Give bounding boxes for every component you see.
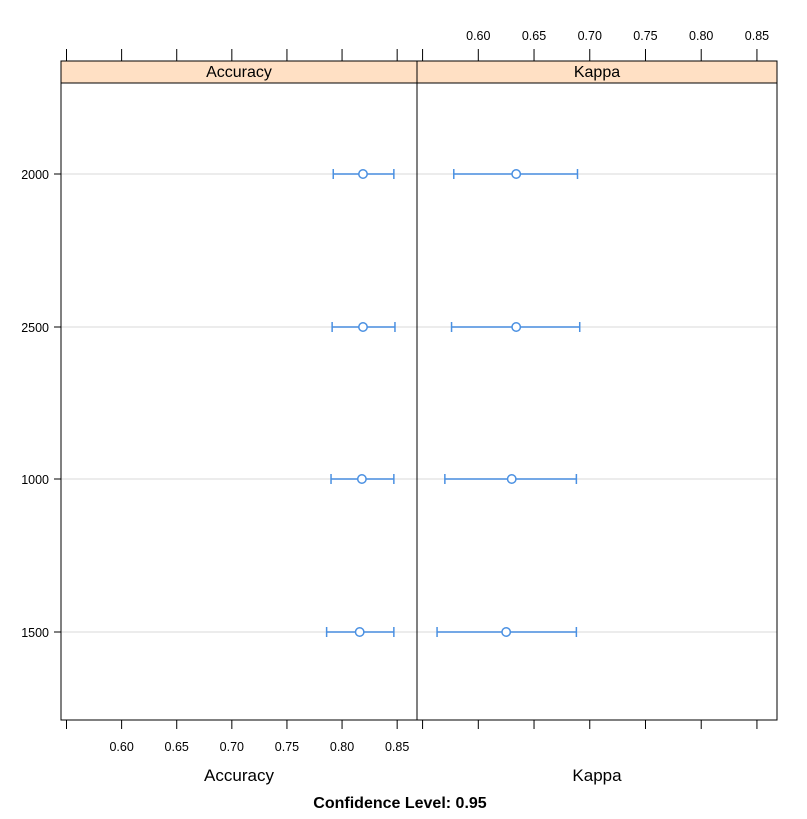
panels-layer — [60, 60, 778, 721]
top-tick-label-kappa-0.75: 0.75 — [633, 29, 657, 43]
point-accuracy-2500 — [358, 322, 368, 332]
point-accuracy-1000 — [356, 474, 367, 484]
bottom-tick-label-accuracy-0.60: 0.60 — [109, 740, 133, 754]
point-kappa-2000 — [511, 169, 522, 179]
x-axis-title-kappa: Kappa — [572, 766, 622, 785]
point-kappa-1000 — [506, 474, 517, 484]
panel-frame-accuracy — [60, 60, 418, 721]
bottom-tick-label-accuracy-0.80: 0.80 — [330, 740, 354, 754]
interval-kappa-2500 — [450, 322, 581, 332]
top-tick-label-kappa-0.70: 0.70 — [578, 29, 602, 43]
confidence-level-label: Confidence Level: 0.95 — [313, 795, 486, 812]
point-kappa-1500 — [501, 627, 512, 637]
y-tick-label-2500: 2500 — [21, 321, 49, 335]
top-tick-label-kappa-0.65: 0.65 — [522, 29, 546, 43]
interval-kappa-1000 — [444, 474, 578, 484]
axes-layer — [54, 49, 758, 729]
point-kappa-2500 — [511, 322, 522, 332]
x-axis-title-accuracy: Accuracy — [204, 766, 274, 785]
interval-accuracy-2500 — [331, 322, 396, 332]
interval-accuracy-1000 — [330, 474, 395, 484]
top-tick-label-kappa-0.80: 0.80 — [689, 29, 713, 43]
top-tick-label-kappa-0.85: 0.85 — [745, 29, 769, 43]
bottom-tick-label-accuracy-0.70: 0.70 — [220, 740, 244, 754]
y-tick-label-1500: 1500 — [21, 626, 49, 640]
bottom-tick-label-accuracy-0.85: 0.85 — [385, 740, 409, 754]
interval-accuracy-1500 — [325, 627, 395, 637]
top-tick-label-kappa-0.60: 0.60 — [466, 29, 490, 43]
point-accuracy-1500 — [354, 627, 365, 637]
grid-layer — [61, 173, 777, 633]
bottom-tick-label-accuracy-0.65: 0.65 — [165, 740, 189, 754]
bottom-tick-label-accuracy-0.75: 0.75 — [275, 740, 299, 754]
point-accuracy-2000 — [358, 169, 368, 179]
interval-accuracy-2000 — [332, 169, 395, 179]
marks-layer — [325, 169, 581, 637]
labels-layer: Accuracy Accuracy Kappa Kappa 2000 2500 1000 15… — [21, 29, 769, 812]
interval-kappa-1500 — [436, 627, 578, 637]
interval-kappa-2000 — [453, 169, 579, 179]
y-tick-label-2000: 2000 — [21, 168, 49, 182]
strip-label-accuracy: Accuracy — [206, 64, 272, 81]
y-tick-label-1000: 1000 — [21, 473, 49, 487]
strip-label-kappa: Kappa — [574, 64, 620, 81]
panel-frame-kappa — [416, 60, 778, 721]
